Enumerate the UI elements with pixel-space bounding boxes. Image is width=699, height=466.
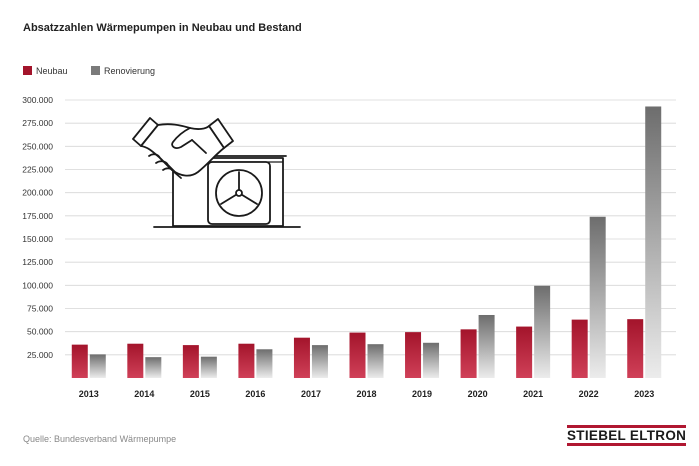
x-tick-label: 2018 xyxy=(356,389,376,399)
chart-title: Absatzzahlen Wärmepumpen in Neubau und B… xyxy=(23,22,302,34)
gridlines xyxy=(65,99,676,356)
legend-item-renovierung: Renovierung xyxy=(91,66,155,76)
y-axis-labels: 25.000 50.000 75.000 100.000 125.000 150.000 1… xyxy=(22,95,53,360)
y-tick-label: 50.000 xyxy=(27,327,53,337)
bar-neubau-2018 xyxy=(349,332,366,378)
bar-neubau-2017 xyxy=(293,337,310,378)
y-tick-label: 25.000 xyxy=(27,350,53,360)
y-tick-label: 150.000 xyxy=(22,234,53,244)
bar-renovierung-2015 xyxy=(200,356,217,378)
bar-neubau-2019 xyxy=(405,332,422,378)
x-tick-label: 2019 xyxy=(412,389,432,399)
bar-neubau-2015 xyxy=(182,345,199,378)
y-tick-label: 100.000 xyxy=(22,280,53,290)
y-tick-label: 125.000 xyxy=(22,257,53,267)
x-tick-label: 2017 xyxy=(301,389,321,399)
bar-renovierung-2019 xyxy=(423,342,440,378)
bar-neubau-2021 xyxy=(516,326,533,378)
legend-swatch-renovierung xyxy=(91,66,100,75)
y-tick-label: 75.000 xyxy=(27,304,53,314)
bar-neubau-2016 xyxy=(238,343,255,378)
y-tick-label: 225.000 xyxy=(22,165,53,175)
x-axis-labels: 2013 2014 2015 2016 2017 2018 2019 2020 2021 2022… xyxy=(79,389,654,399)
legend-label-neubau: Neubau xyxy=(36,66,68,76)
brand-logo: STIEBEL ELTRON xyxy=(567,425,687,446)
source-note: Quelle: Bundesverband Wärmepumpe xyxy=(23,434,177,444)
bar-renovierung-2013 xyxy=(89,354,106,378)
x-tick-label: 2015 xyxy=(190,389,210,399)
bars xyxy=(71,106,662,378)
x-tick-label: 2023 xyxy=(634,389,654,399)
x-tick-label: 2016 xyxy=(245,389,265,399)
y-tick-label: 300.000 xyxy=(22,95,53,105)
y-tick-label: 250.000 xyxy=(22,141,53,151)
x-tick-label: 2021 xyxy=(523,389,543,399)
bar-renovierung-2016 xyxy=(256,349,273,378)
legend-swatch-neubau xyxy=(23,66,32,75)
handshake-heat-pump-icon xyxy=(132,117,301,228)
bar-neubau-2020 xyxy=(460,329,477,378)
bar-renovierung-2021 xyxy=(534,285,551,378)
legend-item-neubau: Neubau xyxy=(23,66,68,76)
bar-neubau-2022 xyxy=(571,319,588,378)
x-tick-label: 2013 xyxy=(79,389,99,399)
bar-neubau-2023 xyxy=(627,319,644,378)
bar-renovierung-2018 xyxy=(367,344,384,378)
legend-label-renovierung: Renovierung xyxy=(104,66,156,76)
x-tick-label: 2020 xyxy=(468,389,488,399)
y-tick-label: 200.000 xyxy=(22,188,53,198)
bar-renovierung-2023 xyxy=(645,106,662,378)
bar-neubau-2013 xyxy=(71,344,88,378)
bar-renovierung-2022 xyxy=(589,216,606,378)
x-tick-label: 2022 xyxy=(579,389,599,399)
bar-renovierung-2014 xyxy=(145,357,162,378)
bar-renovierung-2017 xyxy=(311,345,328,378)
bar-renovierung-2020 xyxy=(478,314,495,378)
x-tick-label: 2014 xyxy=(134,389,154,399)
y-tick-label: 175.000 xyxy=(22,211,53,221)
y-tick-label: 275.000 xyxy=(22,118,53,128)
bar-neubau-2014 xyxy=(127,343,144,378)
